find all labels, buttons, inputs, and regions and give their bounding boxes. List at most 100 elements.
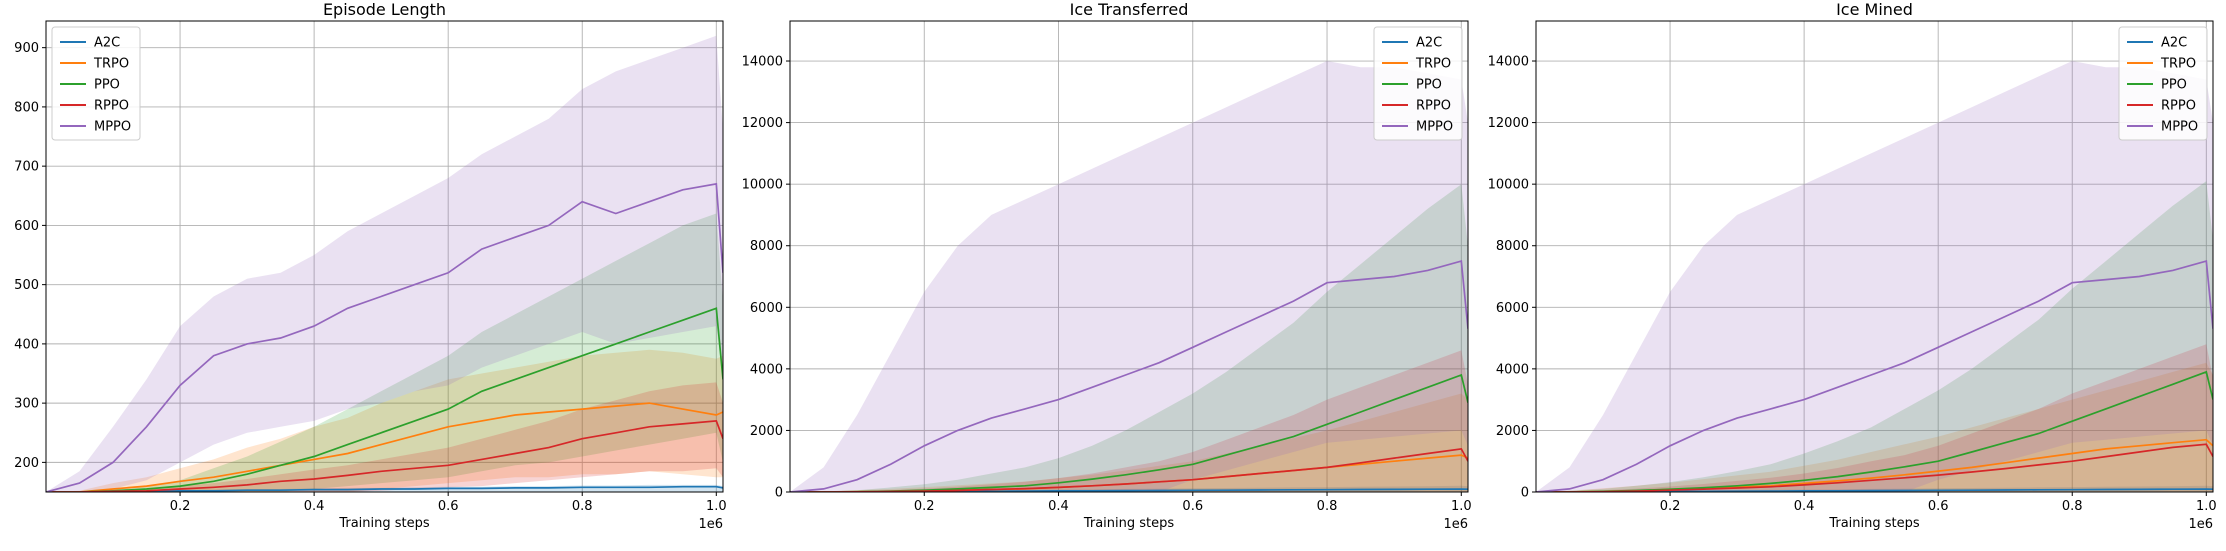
- y-tick-label: 300: [14, 397, 39, 412]
- x-axis-label: Training steps: [338, 516, 430, 531]
- x-tick-label: 0.2: [914, 499, 935, 514]
- x-axis-label: Training steps: [1083, 516, 1175, 531]
- y-tick-label: 6000: [1496, 301, 1529, 316]
- legend-label-ppo: PPO: [1416, 78, 1442, 93]
- y-tick-label: 10000: [1488, 178, 1529, 193]
- x-tick-label: 0.8: [1317, 499, 1338, 514]
- plot-area: [790, 61, 1468, 492]
- y-tick-label: 12000: [742, 116, 783, 131]
- band-trpo: [1536, 362, 2213, 492]
- legend-label-mppo: MPPO: [94, 120, 131, 135]
- x-tick-label: 0.2: [1660, 499, 1681, 514]
- y-tick-label: 800: [14, 100, 39, 115]
- legend-box: [2118, 26, 2208, 141]
- series-line-mppo: [46, 182, 723, 492]
- series-line-rppo: [1536, 443, 2213, 492]
- legend: A2C TRPO PPO RPPO MPPO: [51, 26, 141, 141]
- x-offset-label: 1e6: [1443, 517, 1468, 532]
- subplot-episode-length: 0.2 0.4 0.6 0.8 1.0 200 300 400 500 600 700 800 900 E…: [14, 0, 726, 532]
- y-tick-label: 8000: [1496, 239, 1529, 254]
- band-trpo: [46, 349, 723, 492]
- series-line-rppo: [46, 419, 723, 492]
- band-rppo: [1536, 344, 2213, 492]
- y-tick-label: 14000: [742, 55, 783, 70]
- series-line-trpo: [46, 402, 723, 492]
- legend-label-trpo: TRPO: [93, 57, 129, 72]
- legend-label-mppo: MPPO: [2161, 120, 2198, 135]
- legend-label-mppo: MPPO: [1416, 120, 1453, 135]
- y-tick-label: 14000: [1488, 55, 1529, 70]
- y-tick-label: 200: [14, 456, 39, 471]
- y-tick-label: 0: [775, 486, 783, 501]
- x-tick-label: 0.8: [572, 499, 593, 514]
- y-tick-label: 4000: [750, 362, 783, 377]
- band-mppo: [46, 35, 723, 492]
- x-tick-label: 1.0: [2196, 499, 2217, 514]
- x-tick-label: 0.6: [1928, 499, 1949, 514]
- y-tick-label: 2000: [1496, 424, 1529, 439]
- x-tick-label: 0.6: [438, 499, 459, 514]
- legend-label-ppo: PPO: [2161, 78, 2187, 93]
- legend: A2C TRPO PPO RPPO MPPO: [1373, 26, 1463, 141]
- series-line-mppo: [790, 260, 1468, 492]
- subplot-ice-transferred: 0.2 0.4 0.6 0.8 1.0 0 2000 4000 6000 8000 10000 120…: [742, 0, 1472, 532]
- grid: [46, 21, 723, 492]
- y-tick-label: 700: [14, 160, 39, 175]
- legend-label-rppo: RPPO: [94, 99, 129, 114]
- series-line-ppo: [46, 307, 723, 492]
- legend-label-rppo: RPPO: [2161, 99, 2196, 114]
- axes-frame: [45, 20, 724, 493]
- y-tick-label: 8000: [750, 239, 783, 254]
- y-tick-label: 0: [1521, 486, 1529, 501]
- legend-label-trpo: TRPO: [2160, 57, 2196, 72]
- band-ppo: [1536, 181, 2213, 492]
- x-tick-label: 0.4: [304, 499, 325, 514]
- legend-label-ppo: PPO: [94, 78, 120, 93]
- chart-title: Episode Length: [323, 0, 446, 19]
- x-tick-label: 1.0: [706, 499, 727, 514]
- x-tick-label: 0.4: [1048, 499, 1069, 514]
- y-tick-label: 12000: [1488, 116, 1529, 131]
- legend-label-trpo: TRPO: [1415, 57, 1451, 72]
- legend-label-a2c: A2C: [94, 36, 120, 51]
- chart-title: Ice Mined: [1836, 0, 1913, 19]
- band-rppo: [46, 382, 723, 492]
- series-line-rppo: [790, 447, 1468, 492]
- legend-label-a2c: A2C: [1416, 36, 1442, 51]
- legend-label-rppo: RPPO: [1416, 99, 1451, 114]
- legend-box: [1373, 26, 1463, 141]
- subplot-ice-mined: 0.2 0.4 0.6 0.8 1.0 0 2000 4000 6000 8000 10000 120…: [1488, 0, 2217, 532]
- y-tick-label: 10000: [742, 178, 783, 193]
- plot-area: [1536, 61, 2213, 492]
- legend-box: [51, 26, 141, 141]
- y-tick-label: 500: [14, 278, 39, 293]
- y-tick-label: 900: [14, 41, 39, 56]
- x-axis-label: Training steps: [1828, 516, 1920, 531]
- plot-area: [46, 35, 723, 492]
- chart-title: Ice Transferred: [1070, 0, 1189, 19]
- x-tick-label: 0.8: [2062, 499, 2083, 514]
- x-offset-label: 1e6: [698, 517, 723, 532]
- series-line-a2c: [46, 485, 723, 492]
- x-tick-label: 0.4: [1794, 499, 1815, 514]
- band-mppo: [790, 61, 1468, 492]
- band-ppo: [46, 213, 723, 492]
- band-mppo: [1536, 61, 2213, 492]
- y-tick-label: 2000: [750, 424, 783, 439]
- x-offset-label: 1e6: [2188, 517, 2213, 532]
- x-tick-label: 0.2: [170, 499, 191, 514]
- legend-label-a2c: A2C: [2161, 36, 2187, 51]
- y-tick-label: 400: [14, 337, 39, 352]
- axes-frame: [789, 20, 1469, 493]
- band-rppo: [790, 350, 1468, 492]
- x-tick-label: 1.0: [1451, 499, 1472, 514]
- legend: A2C TRPO PPO RPPO MPPO: [2118, 26, 2208, 141]
- band-ppo: [790, 184, 1468, 492]
- y-tick-label: 6000: [750, 301, 783, 316]
- series-line-mppo: [1536, 260, 2213, 492]
- x-tick-label: 0.6: [1182, 499, 1203, 514]
- axes-frame: [1535, 20, 2214, 493]
- y-tick-label: 600: [14, 219, 39, 234]
